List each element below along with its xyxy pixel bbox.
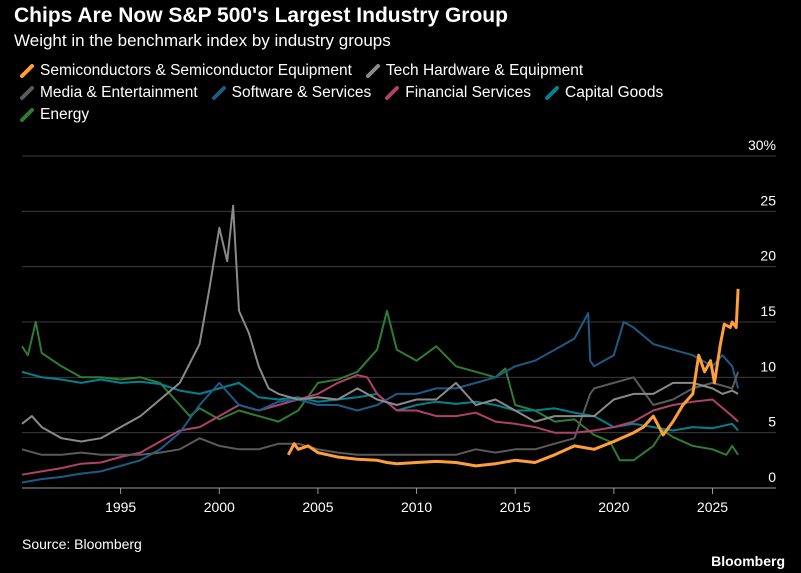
y-tick-label: 0: [768, 469, 776, 485]
legend-item-energy: Energy: [20, 106, 89, 124]
legend-swatch-tech-hardware-and-equipment: [365, 64, 380, 78]
x-tick-label: 2020: [598, 499, 629, 515]
x-tick-label: 1995: [105, 499, 136, 515]
y-tick-label: 5: [768, 414, 776, 430]
legend: Semiconductors & Semiconductor Equipment…: [20, 62, 790, 128]
x-tick-label: 2010: [401, 499, 432, 515]
chart-title: Chips Are Now S&P 500's Largest Industry…: [14, 4, 508, 27]
legend-row: Media & Entertainment Software & Services…: [20, 84, 790, 102]
legend-item-capital-goods: Capital Goods: [545, 84, 663, 102]
y-tick-label: 20: [760, 248, 776, 264]
legend-label: Semiconductors & Semiconductor Equipment: [40, 62, 352, 79]
legend-swatch-energy: [20, 108, 34, 122]
x-tick-label: 2025: [697, 499, 728, 515]
legend-label: Software & Services: [231, 84, 372, 101]
y-tick-label: 25: [760, 192, 776, 208]
series-line-energy: [21, 309, 739, 462]
x-tick-label: 2000: [204, 499, 235, 515]
legend-label: Energy: [40, 106, 90, 123]
chart-subtitle: Weight in the benchmark index by industr…: [14, 31, 391, 50]
y-tick-label: 10: [760, 358, 776, 374]
legend-swatch-capital-goods: [545, 86, 560, 100]
legend-label: Tech Hardware & Equipment: [385, 62, 584, 79]
y-tick-label: 30%: [748, 137, 776, 153]
legend-item-software-and-services: Software & Services: [211, 84, 372, 102]
legend-swatch-financial-services: [385, 86, 400, 100]
legend-label: Capital Goods: [565, 84, 664, 101]
source-note: Source: Bloomberg: [22, 536, 142, 552]
legend-row: Semiconductors & Semiconductor Equipment…: [20, 62, 790, 80]
legend-swatch-media-and-entertainment: [20, 86, 34, 100]
legend-label: Financial Services: [405, 84, 532, 101]
x-tick-label: 2005: [302, 499, 333, 515]
legend-item-semiconductors-and-semiconductor-equipment: Semiconductors & Semiconductor Equipment: [20, 62, 352, 80]
legend-item-media-and-entertainment: Media & Entertainment: [20, 84, 198, 102]
legend-item-financial-services: Financial Services: [385, 84, 531, 102]
legend-row: Energy: [20, 106, 790, 124]
series-line-tech-hardware-and-equipment: [21, 204, 739, 443]
y-tick-label: 15: [760, 303, 776, 319]
bloomberg-logo: Bloomberg: [711, 553, 785, 569]
x-tick-label: 2015: [500, 499, 531, 515]
series-line-software-and-services: [21, 312, 740, 484]
series-line-semiconductors-and-semiconductor-equipment: [286, 288, 740, 468]
legend-swatch-semiconductors-and-semiconductor-equipment: [20, 64, 34, 78]
legend-swatch-software-and-services: [211, 86, 226, 100]
legend-label: Media & Entertainment: [40, 84, 198, 101]
series-line-financial-services: [21, 374, 739, 476]
series-line-media-and-entertainment: [21, 371, 740, 456]
legend-item-tech-hardware-and-equipment: Tech Hardware & Equipment: [365, 62, 584, 80]
